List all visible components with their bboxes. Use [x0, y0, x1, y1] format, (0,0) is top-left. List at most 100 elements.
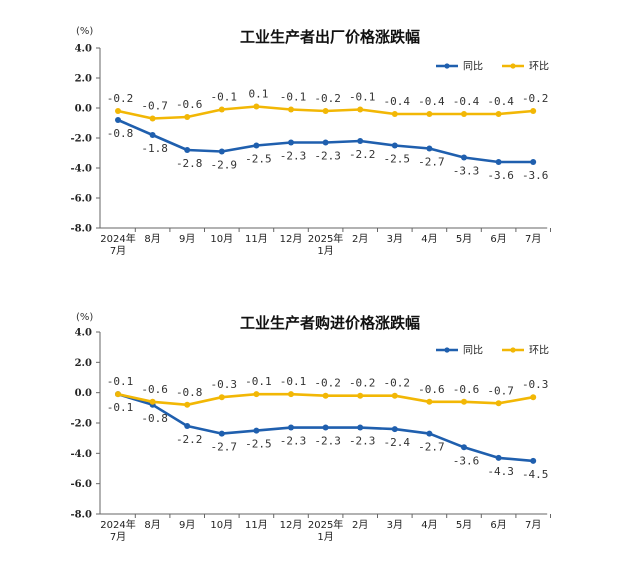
data-label: -2.7	[211, 441, 238, 454]
data-point	[288, 106, 294, 113]
data-label: -0.1	[280, 375, 307, 388]
data-label: -0.2	[107, 92, 134, 105]
x-tick-label: 9月	[179, 519, 195, 531]
data-label: -2.3	[314, 435, 341, 448]
x-tick-label: 10月	[210, 519, 233, 531]
data-point	[184, 423, 191, 430]
data-label: -2.5	[384, 153, 411, 166]
data-label: -2.8	[176, 157, 203, 170]
data-point	[184, 114, 191, 120]
y-tick-label: -6.0	[70, 194, 92, 205]
data-point	[461, 154, 467, 161]
data-point	[322, 139, 329, 146]
x-tick-label: 4月	[421, 519, 437, 531]
data-point	[288, 391, 294, 398]
data-label: -2.3	[280, 150, 307, 163]
x-tick-label: 5月	[456, 519, 472, 531]
x-tick-label: 8月	[144, 233, 160, 245]
data-point	[184, 147, 191, 153]
data-label: -0.4	[453, 95, 480, 108]
data-point	[461, 398, 467, 405]
data-label: -0.7	[487, 384, 514, 397]
data-label: -0.8	[176, 386, 203, 399]
x-tick-label: 2月	[352, 519, 368, 531]
data-label: -0.8	[141, 412, 168, 425]
data-point	[391, 111, 398, 117]
data-point	[218, 430, 225, 437]
data-point	[322, 108, 329, 114]
data-label: -3.6	[522, 169, 549, 182]
data-label: -3.6	[453, 454, 480, 467]
y-tick-label: 0.0	[75, 388, 92, 399]
x-tick-label: 10月	[210, 233, 233, 245]
legend-swatch-dot	[444, 347, 450, 353]
x-tick-label: 3月	[387, 233, 403, 245]
data-label: -3.3	[453, 165, 480, 178]
data-point	[115, 108, 121, 114]
data-point	[530, 159, 537, 165]
data-point	[115, 117, 121, 123]
data-point	[218, 148, 225, 155]
data-point	[357, 424, 364, 431]
x-tick-label: 4月	[421, 233, 437, 245]
data-label: -0.8	[107, 127, 134, 140]
data-label: -0.1	[107, 375, 134, 388]
x-tick-label: 2024年	[100, 232, 135, 245]
data-point	[253, 142, 260, 149]
x-tick-label: 7月	[525, 519, 541, 531]
data-label: -2.5	[245, 153, 272, 166]
x-tick-label: 1月	[317, 531, 333, 543]
data-point	[322, 392, 329, 399]
data-label: -0.6	[176, 98, 203, 111]
x-tick-label: 3月	[387, 519, 403, 531]
y-tick-label: -8.0	[70, 510, 92, 521]
legend-swatch-dot	[510, 347, 516, 353]
data-point	[530, 394, 537, 401]
data-point	[184, 401, 191, 408]
y-tick-label: 4.0	[75, 328, 92, 339]
data-point	[426, 430, 433, 437]
x-tick-label: 5月	[456, 233, 472, 245]
data-point	[391, 426, 398, 433]
data-point	[530, 457, 537, 464]
data-point	[391, 142, 398, 149]
data-label: -2.3	[314, 150, 341, 163]
data-label: -4.3	[487, 465, 514, 478]
data-point	[357, 392, 364, 399]
y-tick-label: 2.0	[75, 74, 92, 85]
data-label: -2.2	[349, 148, 376, 161]
x-tick-label: 11月	[245, 519, 268, 531]
data-label: -0.2	[314, 377, 341, 390]
data-point	[149, 115, 156, 122]
data-point	[288, 139, 294, 146]
data-label: 0.1	[248, 88, 268, 101]
y-unit-label: (%)	[76, 26, 93, 37]
data-point	[426, 145, 433, 152]
y-tick-label: -6.0	[70, 479, 92, 490]
data-label: -0.1	[349, 91, 376, 104]
x-tick-label: 12月	[280, 233, 303, 245]
data-point	[253, 427, 260, 434]
data-point	[115, 391, 121, 398]
legend-label: 同比	[463, 345, 483, 357]
data-label: -0.4	[384, 95, 411, 108]
x-tick-label: 1月	[317, 245, 333, 257]
x-tick-label: 2025年	[308, 518, 343, 531]
data-label: -2.9	[211, 159, 238, 172]
data-label: -0.2	[384, 377, 411, 390]
data-label: -2.5	[245, 438, 272, 451]
x-tick-label: 2025年	[308, 232, 343, 245]
data-label: -0.1	[245, 375, 272, 388]
data-label: -0.6	[141, 383, 168, 396]
data-point	[357, 106, 364, 113]
data-label: -2.4	[384, 436, 411, 449]
y-tick-label: 2.0	[75, 358, 92, 369]
x-tick-label: 2024年	[100, 518, 135, 531]
data-label: -0.3	[211, 378, 238, 391]
data-label: -0.6	[418, 383, 445, 396]
data-label: -0.3	[522, 378, 549, 391]
y-tick-label: 4.0	[75, 44, 92, 55]
x-tick-label: 8月	[144, 519, 160, 531]
data-point	[357, 138, 364, 144]
